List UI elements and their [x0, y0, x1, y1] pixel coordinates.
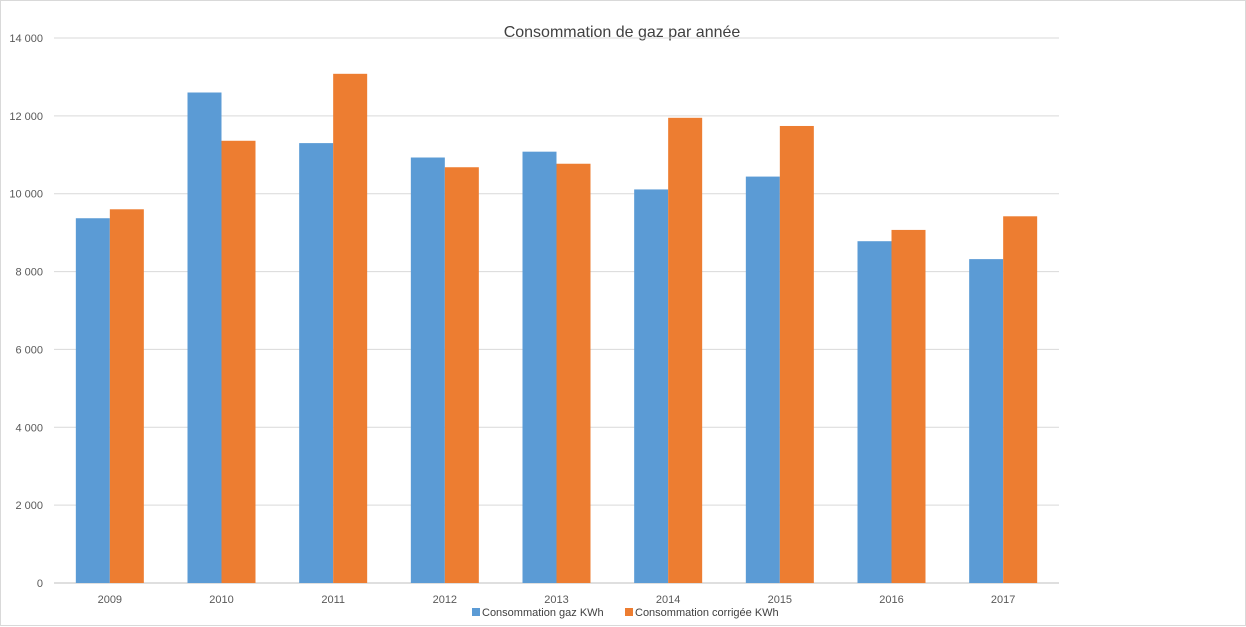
bar-consommation-gaz [634, 189, 669, 584]
bar-consommation-corrigee [556, 163, 591, 583]
bar-consommation-gaz [187, 92, 222, 583]
y-axis: 0 2 000 4 000 6 000 8 000 10 000 12 000 14 000 [9, 33, 43, 590]
y-tick-label: 6 000 [15, 344, 43, 356]
bar-consommation-gaz [75, 218, 110, 583]
x-tick-label: 2015 [768, 594, 792, 606]
x-tick-label: 2014 [656, 594, 680, 606]
bar-consommation-gaz [857, 241, 892, 583]
bar-consommation-corrigee [891, 229, 926, 584]
bar-consommation-corrigee [1003, 216, 1038, 584]
bar-consommation-gaz [410, 157, 445, 583]
legend-label-gaz: Consommation gaz KWh [482, 607, 604, 619]
bar-consommation-corrigee [109, 209, 144, 584]
bar-consommation-gaz [299, 143, 334, 583]
x-tick-label: 2009 [98, 594, 122, 606]
bar-consommation-gaz [522, 151, 557, 583]
bar-consommation-gaz [969, 259, 1004, 583]
y-tick-label: 4 000 [15, 422, 43, 434]
y-tick-label: 0 [37, 578, 43, 590]
x-tick-label: 2010 [209, 594, 233, 606]
legend-label-corrigee: Consommation corrigée KWh [635, 607, 779, 619]
x-axis: 2009 2010 2011 2012 2013 2014 2015 2016 2017 [98, 594, 1016, 606]
bar-consommation-corrigee [668, 117, 703, 583]
bar-consommation-corrigee [779, 125, 814, 583]
x-tick-label: 2013 [544, 594, 568, 606]
bars [75, 73, 1038, 584]
bar-consommation-gaz [745, 176, 780, 584]
legend-swatch-gaz [472, 608, 480, 616]
x-tick-label: 2016 [879, 594, 903, 606]
bar-consommation-corrigee [444, 167, 479, 583]
y-tick-label: 10 000 [9, 189, 43, 201]
x-tick-label: 2012 [433, 594, 457, 606]
y-tick-label: 2 000 [15, 500, 43, 512]
y-tick-label: 14 000 [9, 33, 43, 45]
x-tick-label: 2017 [991, 594, 1015, 606]
legend-swatch-corrigee [625, 608, 633, 616]
bar-consommation-corrigee [221, 140, 256, 583]
bar-consommation-corrigee [333, 73, 368, 584]
y-tick-label: 12 000 [9, 111, 43, 123]
y-tick-label: 8 000 [15, 267, 43, 279]
chart-title: Consommation de gaz par année [504, 24, 741, 41]
legend: Consommation gaz KWh Consommation corrigé… [472, 607, 779, 619]
x-tick-label: 2011 [321, 594, 345, 606]
